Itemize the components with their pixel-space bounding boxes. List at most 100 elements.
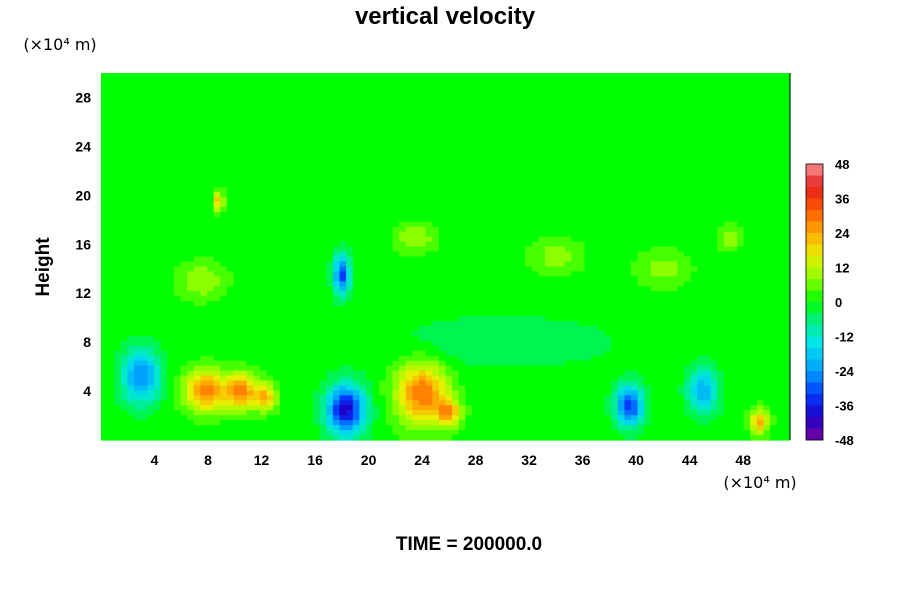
- contour-cell: [710, 211, 718, 218]
- contour-cell: [187, 142, 195, 148]
- contour-cell: [710, 177, 718, 183]
- contour-cell: [173, 132, 182, 139]
- contour-cell: [359, 142, 367, 148]
- contour-cell: [650, 256, 659, 263]
- contour-cell: [372, 82, 380, 89]
- contour-cell: [346, 231, 354, 238]
- contour-cell: [260, 162, 268, 168]
- contour-cell: [505, 196, 513, 203]
- contour-cell: [399, 182, 407, 188]
- contour-cell: [180, 286, 188, 292]
- contour-cell: [571, 142, 579, 148]
- contour-cell: [756, 77, 765, 84]
- contour-cell: [319, 211, 327, 218]
- contour-cell: [743, 187, 751, 193]
- contour-cell: [140, 112, 148, 119]
- contour-cell: [213, 196, 221, 203]
- contour-cell: [617, 261, 625, 268]
- contour-cell: [617, 271, 625, 277]
- contour-cell: [485, 122, 493, 129]
- contour-cell: [419, 162, 427, 168]
- contour-cell: [306, 201, 314, 208]
- contour-cell: [703, 142, 712, 148]
- contour-cell: [207, 256, 215, 263]
- contour-cell: [187, 261, 195, 268]
- contour-cell: [763, 87, 771, 94]
- contour-cell: [246, 261, 254, 268]
- contour-cell: [452, 152, 460, 158]
- contour-cell: [756, 127, 765, 134]
- contour-cell: [763, 92, 771, 99]
- contour-cell: [737, 157, 745, 163]
- contour-cell: [293, 152, 301, 158]
- contour-cell: [584, 177, 592, 183]
- contour-cell: [445, 226, 453, 233]
- contour-cell: [266, 137, 274, 144]
- contour-cell: [313, 246, 321, 253]
- contour-cell: [246, 97, 254, 104]
- contour-cell: [240, 112, 248, 119]
- contour-cell: [657, 246, 665, 253]
- contour-cell: [518, 112, 526, 119]
- contour-cell: [624, 187, 632, 193]
- contour-cell: [677, 251, 685, 258]
- contour-cell: [193, 211, 201, 218]
- contour-cell: [120, 132, 129, 139]
- contour-cell: [167, 221, 175, 228]
- contour-cell: [266, 256, 274, 263]
- contour-cell: [366, 187, 374, 193]
- contour-cell: [313, 211, 321, 218]
- contour-cell: [737, 206, 745, 213]
- contour-cell: [452, 112, 460, 119]
- contour-cell: [584, 266, 592, 272]
- contour-cell: [452, 107, 460, 114]
- contour-cell: [293, 73, 301, 79]
- contour-cell: [637, 137, 645, 144]
- contour-cell: [670, 77, 678, 84]
- contour-cell: [717, 281, 725, 287]
- contour-cell: [220, 122, 228, 129]
- contour-cell: [703, 231, 712, 238]
- contour-cell: [518, 102, 526, 109]
- contour-cell: [220, 87, 228, 94]
- contour-cell: [697, 266, 705, 272]
- contour-cell: [578, 187, 586, 193]
- contour-cell: [697, 73, 705, 79]
- contour-cell: [505, 82, 513, 89]
- contour-cell: [637, 102, 645, 109]
- contour-cell: [405, 97, 413, 104]
- contour-cell: [372, 122, 380, 129]
- contour-cell: [260, 107, 268, 114]
- contour-cell: [703, 102, 712, 109]
- contour-cell: [226, 306, 235, 312]
- contour-cell: [154, 92, 162, 99]
- contour-cell: [737, 87, 745, 94]
- contour-cell: [525, 266, 533, 272]
- contour-cell: [631, 266, 639, 272]
- contour-cell: [591, 201, 599, 208]
- contour-cell: [670, 132, 678, 139]
- contour-cell: [478, 291, 486, 297]
- contour-cell: [114, 182, 122, 188]
- contour-cell: [664, 261, 672, 268]
- contour-cell: [352, 182, 360, 188]
- contour-cell: [240, 241, 248, 248]
- contour-cell: [193, 246, 201, 253]
- contour-cell: [730, 211, 738, 218]
- contour-cell: [538, 73, 546, 79]
- contour-cell: [538, 192, 546, 198]
- contour-cell: [776, 291, 784, 297]
- contour-cell: [240, 281, 248, 287]
- contour-cell: [326, 142, 334, 148]
- contour-cell: [703, 201, 712, 208]
- contour-cell: [385, 127, 394, 134]
- contour-cell: [684, 102, 692, 109]
- contour-cell: [677, 182, 685, 188]
- contour-cell: [703, 182, 712, 188]
- contour-cell: [140, 231, 148, 238]
- contour-cell: [438, 221, 447, 228]
- contour-cell: [703, 276, 712, 282]
- contour-cell: [279, 107, 288, 114]
- contour-cell: [246, 132, 254, 139]
- contour-cell: [114, 271, 122, 277]
